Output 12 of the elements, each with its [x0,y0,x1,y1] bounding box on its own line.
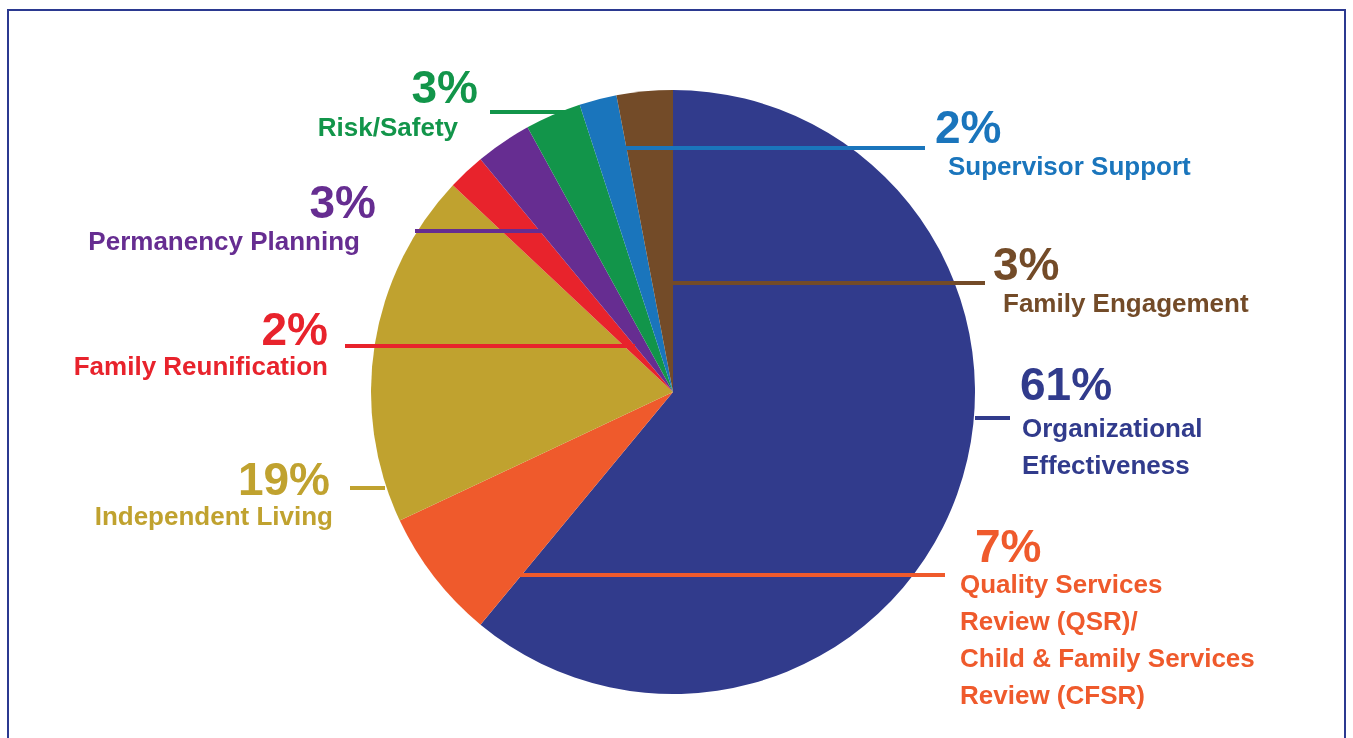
slice-label: Family Engagement [1003,288,1249,318]
slice-label: Permanency Planning [88,226,360,256]
slice-label: Organizational Effectiveness [1022,413,1203,480]
slice-label: Supervisor Support [948,151,1192,181]
data-label: 3% [993,238,1060,290]
data-label: 61% [1020,358,1113,410]
data-label: 7% [975,520,1042,572]
data-label: 3% [411,61,478,113]
slice-label: Risk/Safety [317,112,459,142]
data-label: 2% [935,101,1002,153]
data-label: 3% [309,176,376,228]
slice-label: Quality Services Review (QSR)/ Child & Family Services Review (CFSR) [960,569,1255,710]
